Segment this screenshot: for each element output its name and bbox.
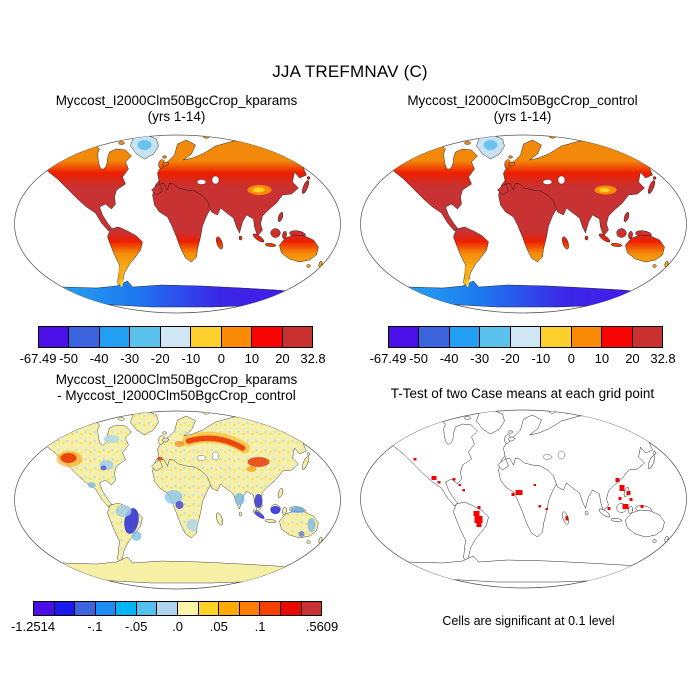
panel-ttest-title-line1: T-Test of two Case means at each grid po… xyxy=(390,386,655,401)
colorbar-tick-label: -1.2514 xyxy=(10,619,56,634)
colorbar-tick-label: 32.8 xyxy=(650,351,676,366)
map-ttest xyxy=(360,409,687,589)
colorbar-tick-label: -.1 xyxy=(87,619,103,634)
colorbar-segment xyxy=(279,601,302,616)
colorbar-segment xyxy=(197,601,220,616)
map-difference xyxy=(14,410,341,590)
colorbar-segment xyxy=(259,601,281,616)
colorbar-segment xyxy=(53,601,76,616)
colorbar-segment xyxy=(479,326,511,348)
colorbar-tick-label: -10 xyxy=(531,351,551,366)
colorbar-segment xyxy=(98,326,131,348)
colorbar-tick-label: 32.8 xyxy=(300,351,326,366)
colorbar-segment xyxy=(601,326,633,348)
colorbar-tick-label: -20 xyxy=(500,351,520,366)
kparams-overlays xyxy=(118,140,272,287)
colorbar-segment xyxy=(33,601,55,616)
colorbar-tick-label: .1 xyxy=(254,619,266,634)
colorbar-tick-label: -20 xyxy=(150,351,170,366)
panel-control-title-line2: (yrs 1-14) xyxy=(493,108,552,124)
ttest-caption: Cells are significant at 0.1 level xyxy=(442,614,615,628)
panel-diff-title-line1: Myccost_I2000Clm50BgcCrop_kparams xyxy=(55,372,298,387)
colorbar-segment xyxy=(94,601,117,616)
colorbar-tick-label: 0 xyxy=(567,351,575,366)
colorbar-tick-label: 0 xyxy=(217,351,225,366)
colorbar-tick-label: -.05 xyxy=(124,619,148,634)
colorbar-tick-label: 10 xyxy=(244,351,260,366)
colorbar-tick-label: -30 xyxy=(470,351,490,366)
colorbar-segment xyxy=(631,326,663,348)
colorbar-segment xyxy=(540,326,572,348)
colorbar-tick-label: -67.49 xyxy=(369,351,407,366)
colorbar-control xyxy=(388,326,663,348)
colorbar-segment xyxy=(220,326,253,348)
colorbar-segment xyxy=(190,326,222,348)
colorbar-segment xyxy=(135,601,158,616)
colorbar-tick-label: .0 xyxy=(172,619,183,634)
colorbar-segment xyxy=(177,601,199,616)
colorbar-tick-label: .05 xyxy=(209,619,228,634)
map-kparams xyxy=(14,134,341,314)
colorbar-segment xyxy=(129,326,161,348)
colorbar-tick-label: -30 xyxy=(120,351,140,366)
colorbar-segment xyxy=(418,326,450,348)
panel-kparams-title: Myccost_I2000Clm50BgcCrop_kparams (yrs 1… xyxy=(11,93,342,124)
colorbar-tick-label: 20 xyxy=(625,351,640,366)
colorbar-tick-label: -67.49 xyxy=(19,351,57,366)
colorbar-segment xyxy=(281,326,313,348)
colorbar-segment xyxy=(448,326,481,348)
colorbar-tick-label: -40 xyxy=(89,351,109,366)
control-overlays xyxy=(464,140,617,287)
panel-kparams-title-line2: (yrs 1-14) xyxy=(147,108,206,124)
colorbar-tick-label: -40 xyxy=(439,351,459,366)
colorbar-kparams-ticks: -67.49 -50 -40 -30 -20 -10 0 10 20 32.8 xyxy=(20,351,326,367)
colorbar-segment xyxy=(238,601,261,616)
difference-anomaly-overlays xyxy=(50,428,316,541)
colorbar-tick-label: 10 xyxy=(594,351,610,366)
map-control xyxy=(360,134,687,314)
colorbar-tick-label: -50 xyxy=(409,351,428,366)
panel-diff-title: Myccost_I2000Clm50BgcCrop_kparams - Mycc… xyxy=(11,372,342,403)
significant-cells xyxy=(413,458,644,527)
panel-control-title: Myccost_I2000Clm50BgcCrop_control (yrs 1… xyxy=(357,93,688,124)
panel-control-title-line1: Myccost_I2000Clm50BgcCrop_control xyxy=(407,93,638,108)
colorbar-segment xyxy=(159,326,192,348)
colorbar-kparams xyxy=(38,326,313,348)
panel-kparams-title-line1: Myccost_I2000Clm50BgcCrop_kparams xyxy=(55,93,298,108)
colorbar-segment xyxy=(388,326,420,348)
colorbar-difference-ticks: -1.2514 -.1 -.05 .0 .05 .1 .5609 xyxy=(11,619,338,635)
colorbar-tick-label: -10 xyxy=(181,351,201,366)
colorbar-segment xyxy=(570,326,603,348)
colorbar-segment xyxy=(251,326,283,348)
colorbar-segment xyxy=(74,601,96,616)
colorbar-segment xyxy=(509,326,542,348)
colorbar-difference xyxy=(33,601,323,616)
colorbar-segment xyxy=(300,601,323,616)
colorbar-segment xyxy=(218,601,240,616)
panel-diff-title-line2: - Myccost_I2000Clm50BgcCrop_control xyxy=(57,387,296,403)
figure-main-title: JJA TREFMNAV (C) xyxy=(272,62,428,81)
colorbar-segment xyxy=(156,601,179,616)
colorbar-segment xyxy=(68,326,100,348)
colorbar-segment xyxy=(115,601,137,616)
colorbar-segment xyxy=(38,326,70,348)
panel-ttest-title: T-Test of two Case means at each grid po… xyxy=(357,386,688,402)
colorbar-tick-label: -50 xyxy=(59,351,78,366)
colorbar-tick-label: .5609 xyxy=(305,619,339,634)
colorbar-tick-label: 20 xyxy=(275,351,290,366)
colorbar-control-ticks: -67.49 -50 -40 -30 -20 -10 0 10 20 32.8 xyxy=(370,351,676,367)
